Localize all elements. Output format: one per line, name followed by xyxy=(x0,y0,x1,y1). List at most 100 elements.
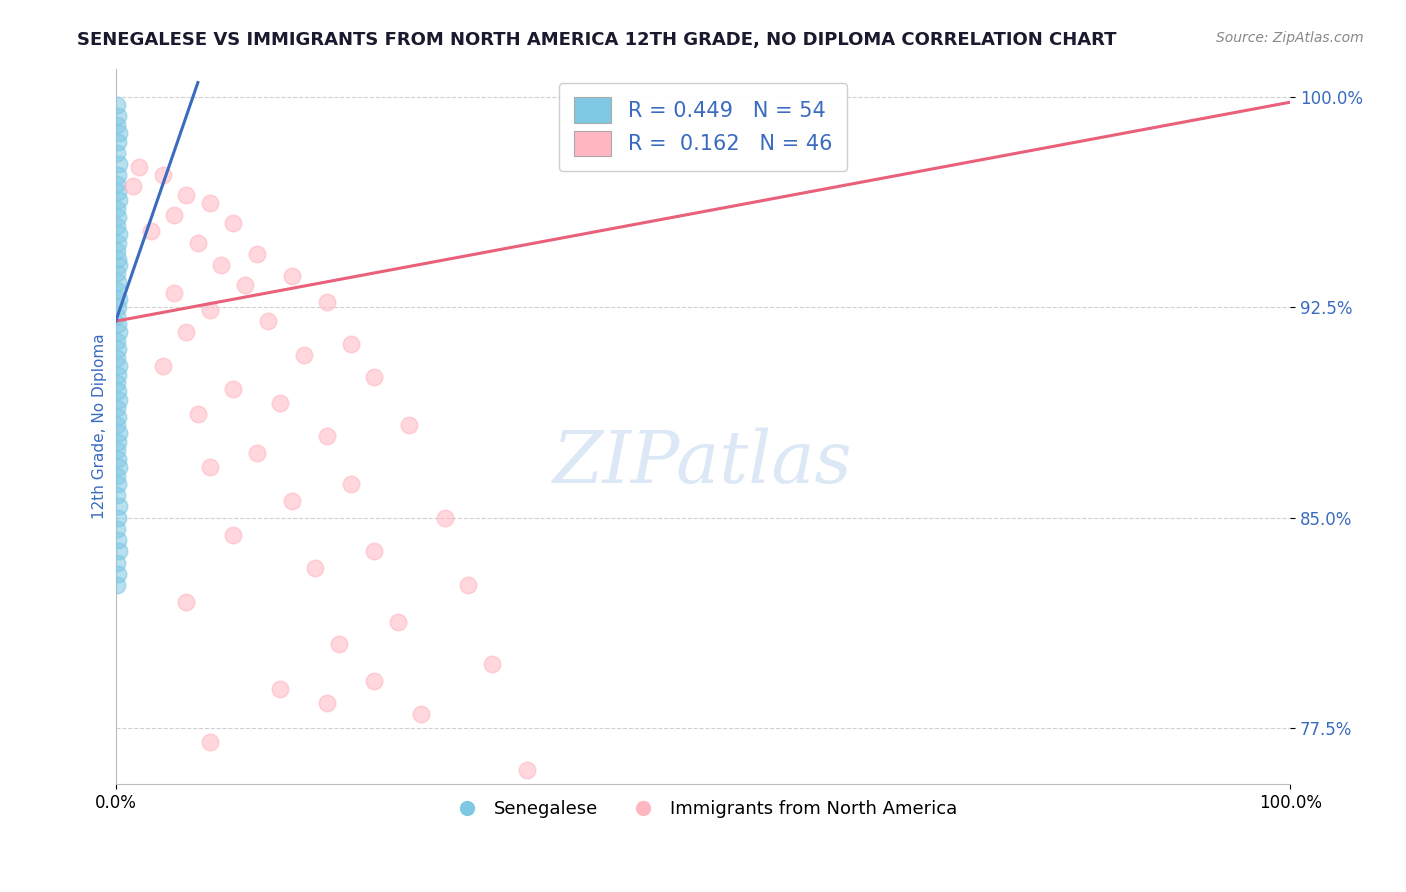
Point xyxy=(105,98,128,112)
Text: Source: ZipAtlas.com: Source: ZipAtlas.com xyxy=(1216,31,1364,45)
Point xyxy=(108,392,131,407)
Point xyxy=(108,359,131,373)
Point xyxy=(209,258,232,272)
Point xyxy=(108,126,131,140)
Point xyxy=(387,615,409,629)
Point xyxy=(328,637,350,651)
Point xyxy=(107,235,129,250)
Point xyxy=(304,561,326,575)
Point xyxy=(398,418,420,433)
Point xyxy=(105,578,128,592)
Point xyxy=(107,451,129,466)
Point xyxy=(108,227,131,242)
Point xyxy=(163,286,186,301)
Point xyxy=(105,118,128,132)
Point xyxy=(108,194,131,208)
Point xyxy=(105,556,128,570)
Point xyxy=(105,202,128,216)
Point xyxy=(481,657,503,671)
Point xyxy=(128,160,150,174)
Point xyxy=(108,292,131,306)
Point xyxy=(108,500,131,514)
Point xyxy=(122,179,145,194)
Point xyxy=(105,468,128,483)
Legend: Senegalese, Immigrants from North America: Senegalese, Immigrants from North Americ… xyxy=(441,793,965,825)
Point xyxy=(339,477,361,491)
Point xyxy=(105,443,128,458)
Point xyxy=(269,681,291,696)
Point xyxy=(316,696,339,710)
Point xyxy=(152,168,174,182)
Point xyxy=(107,275,129,289)
Point xyxy=(105,145,128,160)
Point xyxy=(107,300,129,314)
Point xyxy=(281,494,304,508)
Text: ZIPatlas: ZIPatlas xyxy=(553,427,852,498)
Point xyxy=(174,326,197,340)
Point xyxy=(152,359,174,373)
Point xyxy=(105,309,128,323)
Point xyxy=(363,673,385,688)
Point xyxy=(107,252,129,267)
Point xyxy=(108,460,131,475)
Point xyxy=(105,334,128,348)
Point xyxy=(409,707,432,722)
Point xyxy=(281,269,304,284)
Point xyxy=(246,247,269,261)
Point xyxy=(163,207,186,221)
Point xyxy=(174,187,197,202)
Point xyxy=(108,426,131,441)
Point xyxy=(316,429,339,443)
Point xyxy=(107,317,129,331)
Point xyxy=(105,244,128,258)
Point xyxy=(105,488,128,502)
Point xyxy=(187,407,209,421)
Point xyxy=(187,235,209,250)
Point xyxy=(105,522,128,536)
Point xyxy=(105,283,128,297)
Point xyxy=(107,384,129,399)
Point xyxy=(198,196,221,211)
Point xyxy=(105,351,128,365)
Point xyxy=(107,533,129,548)
Point xyxy=(174,595,197,609)
Point xyxy=(363,544,385,558)
Point xyxy=(222,527,245,541)
Point xyxy=(292,348,315,362)
Point xyxy=(105,219,128,233)
Point xyxy=(433,510,456,524)
Point xyxy=(198,735,221,749)
Y-axis label: 12th Grade, No Diploma: 12th Grade, No Diploma xyxy=(93,334,107,519)
Point xyxy=(107,434,129,449)
Point xyxy=(105,177,128,191)
Point xyxy=(269,395,291,409)
Point xyxy=(107,135,129,149)
Point xyxy=(198,302,221,317)
Point xyxy=(108,326,131,340)
Point xyxy=(107,477,129,491)
Point xyxy=(107,343,129,357)
Point xyxy=(107,368,129,382)
Point xyxy=(107,211,129,225)
Point xyxy=(316,294,339,309)
Point xyxy=(222,216,245,230)
Point xyxy=(107,168,129,182)
Point xyxy=(257,314,280,328)
Point xyxy=(107,510,129,524)
Point xyxy=(222,382,245,396)
Point xyxy=(105,418,128,433)
Point xyxy=(105,376,128,390)
Point xyxy=(457,578,479,592)
Text: SENEGALESE VS IMMIGRANTS FROM NORTH AMERICA 12TH GRADE, NO DIPLOMA CORRELATION C: SENEGALESE VS IMMIGRANTS FROM NORTH AMER… xyxy=(77,31,1116,49)
Point xyxy=(233,277,256,292)
Point xyxy=(108,544,131,558)
Point xyxy=(107,109,129,123)
Point xyxy=(108,258,131,272)
Point xyxy=(516,764,538,778)
Point xyxy=(107,566,129,581)
Point xyxy=(339,336,361,351)
Point xyxy=(198,460,221,475)
Point xyxy=(108,157,131,171)
Point xyxy=(139,224,162,238)
Point xyxy=(246,446,269,460)
